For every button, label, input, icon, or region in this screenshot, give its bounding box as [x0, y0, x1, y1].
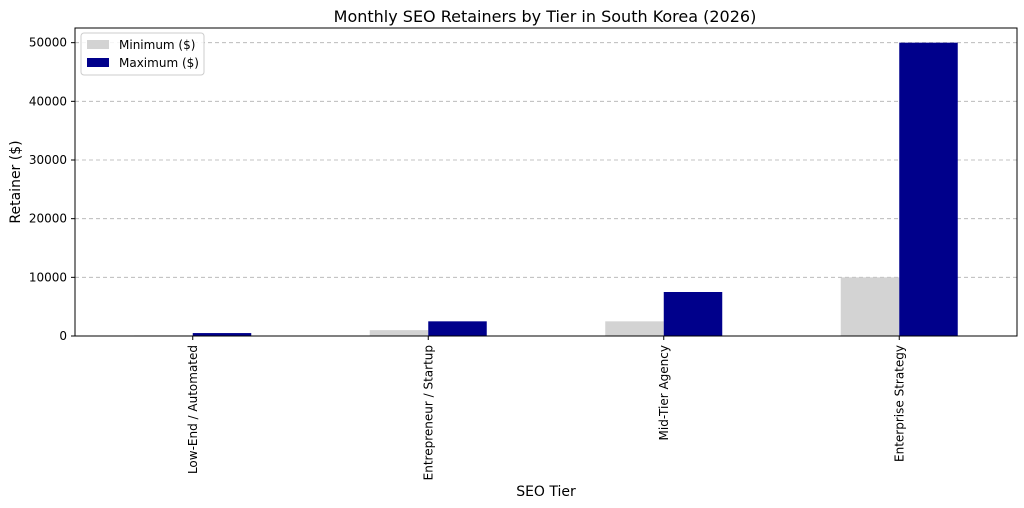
bar-minimum-1: [369, 330, 429, 336]
legend-label-maximum: Maximum ($): [119, 56, 199, 70]
legend-frame: [80, 32, 205, 76]
x-tick-label: Low-End / Automated: [186, 345, 200, 474]
bar-maximum-3: [899, 42, 958, 337]
legend-swatch-maximum: [87, 58, 109, 67]
x-tick-label: Enterprise Strategy: [892, 345, 906, 462]
bar-maximum-2: [663, 292, 723, 336]
y-tick-label: 0: [59, 329, 67, 343]
bar-minimum-3: [840, 277, 900, 336]
legend: Minimum ($) Maximum ($): [80, 32, 205, 76]
x-tick-label: Entrepreneur / Startup: [421, 345, 435, 480]
x-tick-label: Mid-Tier Agency: [657, 345, 671, 440]
y-axis-ticks: 0 10000 20000 30000 40000 50000: [29, 36, 75, 343]
y-tick-label: 20000: [29, 212, 67, 226]
y-tick-label: 30000: [29, 153, 67, 167]
bars: [134, 42, 958, 337]
legend-label-minimum: Minimum ($): [119, 38, 195, 52]
x-axis-ticks: Low-End / Automated Entrepreneur / Startu…: [186, 336, 906, 480]
x-axis-title: SEO Tier: [516, 484, 576, 500]
bar-maximum-0: [192, 333, 252, 336]
legend-swatch-minimum: [87, 40, 109, 49]
y-axis-title: Retainer ($): [8, 140, 24, 223]
chart-title: Monthly SEO Retainers by Tier in South K…: [334, 7, 757, 26]
grid-lines: [75, 42, 1017, 278]
plot-frame: [74, 27, 1018, 337]
y-tick-label: 40000: [29, 94, 67, 108]
y-tick-label: 50000: [29, 36, 67, 50]
y-tick-label: 10000: [29, 270, 67, 284]
bar-maximum-1: [428, 321, 487, 336]
bar-minimum-2: [605, 321, 664, 336]
